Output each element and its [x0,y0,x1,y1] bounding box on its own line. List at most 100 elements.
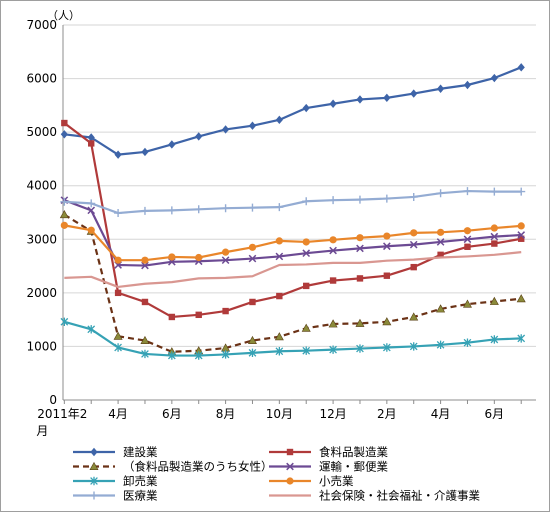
x-tick-label: 4月 [108,407,128,421]
series-line [63,122,522,319]
legend-item: 医療業 [73,489,158,503]
data-point [60,221,68,229]
data-point [87,133,95,142]
data-point [518,235,525,242]
data-point [302,103,310,113]
x-tick-label: 10月 [266,407,293,421]
data-point [329,196,338,205]
data-point [383,93,391,103]
data-point [410,229,418,237]
series [60,63,525,159]
data-point [490,232,499,241]
data-point [463,187,472,196]
series-line [63,199,522,267]
legend-label: 卸売業 [123,474,158,488]
data-point [90,447,98,457]
x-tick-label: 6月 [485,407,505,421]
series-line [64,251,522,289]
data-point [114,209,123,218]
legend-label: 建設業 [123,445,158,459]
data-point [437,251,444,259]
data-point [114,150,122,159]
data-point [436,189,445,198]
data-point [517,63,525,72]
series [60,187,526,218]
data-point [90,491,98,500]
data-point [249,298,256,306]
data-point [517,187,526,196]
y-tick-label: 4000 [26,179,57,193]
data-point [463,338,472,347]
legend-label: 社会保険・社会福祉・介護事業 [319,489,480,503]
series-line [64,66,522,156]
x-tick-label: 2月 [377,407,397,421]
data-point [194,205,203,214]
data-point [410,89,418,98]
data-point [463,227,472,235]
data-point [302,197,311,206]
data-point [140,206,149,215]
data-point [141,349,149,359]
data-point [436,84,445,93]
y-tick-label: 6000 [26,72,57,86]
data-point [383,232,391,240]
data-point [409,342,418,351]
legend-label: 運輸・郵便業 [319,460,388,474]
data-point [356,95,364,104]
data-point [221,204,230,213]
data-point [462,299,472,308]
data-point [302,249,311,258]
legend-label: 小売業 [319,474,354,488]
x-tick-label: 2011年2 [37,407,87,421]
data-point [490,335,499,344]
data-point [355,195,364,204]
data-point [141,298,149,306]
data-point [248,348,257,358]
data-point [356,344,364,353]
data-point [490,224,498,232]
y-tick-label: 2000 [26,286,57,300]
data-point [436,228,445,236]
data-point [168,253,176,261]
data-point [60,317,69,326]
data-point [329,99,337,108]
data-point [195,132,203,141]
data-point [436,340,445,350]
data-point [113,331,123,340]
data-point [87,199,96,208]
data-point [141,147,149,157]
legend-label: 食料品製造業 [319,445,388,459]
data-point [382,194,391,203]
data-point [409,312,419,321]
data-point [275,237,283,245]
data-point [274,332,284,341]
data-point [275,252,284,261]
x-tick-label: 4月 [431,407,451,421]
data-point [410,263,417,271]
data-point [167,206,176,215]
series [60,221,525,264]
data-point [141,256,149,264]
data-point [88,140,95,147]
data-point [286,477,294,485]
data-point [276,292,283,300]
data-point [168,313,176,321]
data-point [275,203,284,212]
data-point [114,343,122,352]
data-point [382,343,391,352]
series-line [64,189,522,215]
legend-label: （食料品製造業のうち女性） [123,460,273,474]
legend-label: 医療業 [123,489,158,503]
data-point [329,277,337,284]
series-line [63,213,522,353]
data-point [114,256,122,264]
data-point [302,346,311,355]
data-point [248,254,257,263]
data-point [59,210,69,219]
series-line [64,224,522,262]
data-point [194,351,203,360]
data-point [517,222,525,230]
data-point [286,462,294,471]
legend-item: 卸売業 [73,474,158,488]
